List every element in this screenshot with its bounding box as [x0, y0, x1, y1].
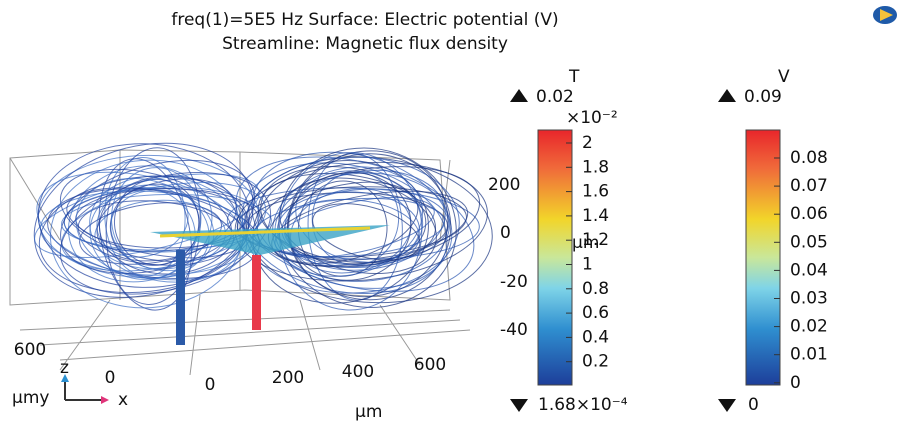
colorbar-tick-label: 0.8: [582, 279, 609, 299]
axis-unit: µm: [572, 233, 599, 253]
z-tick-label: -40: [500, 320, 528, 340]
x-tick-label: 400: [342, 362, 374, 382]
colorbar-tick-label: 1.6: [582, 182, 609, 202]
colorbar-tick-label: 1.8: [582, 157, 609, 177]
streamline: [236, 186, 467, 258]
title-line: freq(1)=5E5 Hz Surface: Electric potenti…: [171, 10, 558, 30]
colorbar-tick-label: 0.4: [582, 327, 609, 347]
streamline: [235, 156, 475, 292]
triad-label: x: [118, 390, 128, 410]
streamline: [110, 167, 202, 270]
axis-unit: µm: [355, 402, 382, 422]
colorbar-tick-label: 0.08: [790, 148, 828, 168]
colorbar-unit: V: [778, 67, 790, 87]
streamline: [278, 152, 423, 311]
streamline: [312, 203, 421, 261]
colorbar-tick-label: 1.2: [582, 230, 609, 250]
streamline: [104, 156, 186, 277]
colorbar-tick-label: 1.4: [582, 206, 609, 226]
colorbar-tick-label: 0.01: [790, 345, 828, 365]
y-tick-label: 600: [14, 340, 46, 360]
streamline: [49, 159, 244, 309]
colorbar-max: 0.09: [744, 87, 782, 107]
streamline: [75, 177, 210, 279]
triad: [64, 378, 105, 401]
colorbar-tick-label: 2: [582, 133, 593, 153]
colorbar-tick-label: 0.07: [790, 176, 828, 196]
colorbar-tick-label: 0.2: [582, 352, 609, 372]
colorbar: [745, 129, 781, 386]
y-tick-label: 0: [105, 368, 116, 388]
colorbar-tick-label: 0.05: [790, 232, 828, 252]
streamline: [79, 202, 223, 265]
z-tick-label: 0: [500, 223, 511, 243]
colorbar: [537, 129, 573, 386]
colorbar-tick-label: 0.04: [790, 260, 828, 280]
surface: [150, 225, 390, 255]
axis-unit: µmy: [12, 388, 49, 408]
colorbar-unit: T: [568, 67, 580, 87]
logo-icon[interactable]: [873, 6, 897, 24]
z-tick-label: 200: [488, 175, 520, 195]
x-tick-label: 0: [205, 375, 216, 395]
rod: [176, 250, 185, 345]
colorbar-tick-label: 0.06: [790, 204, 828, 224]
colorbar-exponent: ×10⁻²: [566, 108, 618, 128]
colorbar-min: 0: [748, 395, 759, 415]
x-tick-label: 600: [414, 355, 446, 375]
z-tick-label: -20: [500, 272, 528, 292]
colorbar-tick-label: 0: [790, 373, 801, 393]
x-tick-label: 200: [272, 368, 304, 388]
colorbar-tick-label: 1: [582, 255, 593, 275]
colorbar-max: 0.02: [536, 87, 574, 107]
streamline: [38, 175, 250, 294]
streamline: [33, 142, 254, 298]
colorbar-min: 1.68×10⁻⁴: [538, 395, 628, 415]
streamline: [105, 147, 201, 305]
colorbar-tick-label: 0.02: [790, 317, 828, 337]
streamline: [61, 193, 272, 251]
streamline: [98, 158, 192, 311]
title-line: Streamline: Magnetic flux density: [222, 34, 508, 54]
colorbar-tick-label: 0.03: [790, 289, 828, 309]
colorbar-tick-label: 0.6: [582, 303, 609, 323]
rod: [252, 255, 261, 330]
triad-label: z: [60, 358, 69, 378]
surface: [159, 226, 371, 238]
